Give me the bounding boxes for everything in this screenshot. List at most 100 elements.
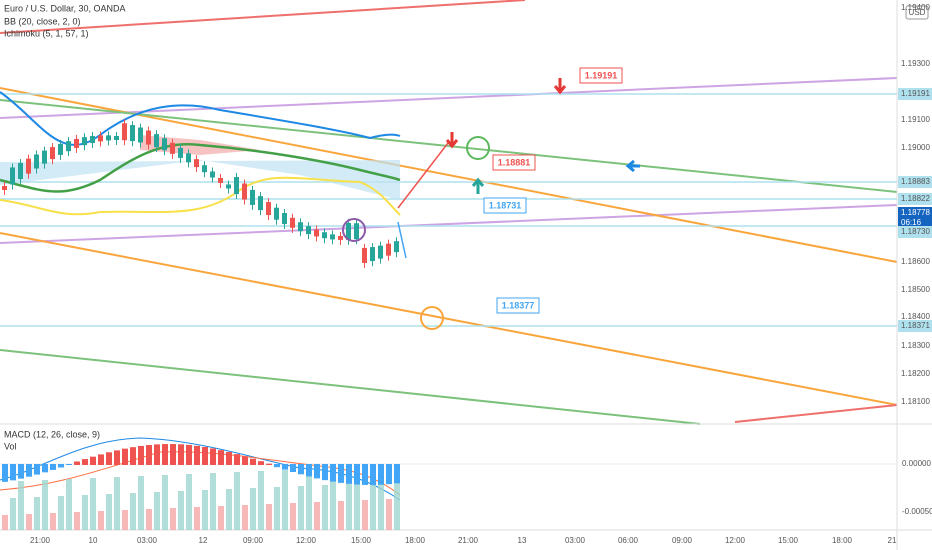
volume-bar: [298, 486, 304, 530]
macd-axis-label: 0.00000: [902, 459, 931, 468]
volume-bar: [2, 515, 8, 530]
volume-bar: [170, 508, 176, 530]
macd-bar: [66, 464, 72, 465]
volume-bar: [146, 509, 152, 530]
volume-bar: [202, 490, 208, 530]
currency-box[interactable]: [905, 5, 929, 20]
macd-bar: [338, 464, 344, 483]
macd-bar: [354, 464, 360, 485]
macd-axis-label: -0.00050: [902, 507, 932, 516]
macd-bar: [114, 450, 120, 465]
macd-bar: [130, 447, 136, 465]
volume-bar: [290, 503, 296, 530]
volume-bar: [114, 477, 120, 530]
symbol-title: Euro / U.S. Dollar, 30, OANDA: [4, 3, 126, 13]
candle: [194, 159, 199, 168]
indicator-legend: BB (20, close, 2, 0): [4, 16, 81, 26]
macd-bar: [194, 445, 200, 465]
candle: [266, 202, 271, 216]
price-tag: 1.18377: [502, 300, 535, 310]
price-axis-label: 1.18822: [901, 194, 930, 203]
volume-bar: [234, 472, 240, 530]
candle: [242, 183, 247, 200]
volume-bar: [394, 482, 400, 530]
volume-bar: [330, 468, 336, 530]
price-axis-label: 1.18400: [901, 312, 930, 321]
candle: [282, 212, 287, 224]
candle: [378, 245, 383, 259]
candle: [290, 217, 295, 228]
time-axis-label: 21:00: [30, 536, 51, 545]
volume-bar: [10, 498, 16, 530]
volume-bar: [186, 474, 192, 530]
macd-bar: [218, 450, 224, 465]
price-tag: 1.18731: [489, 200, 522, 210]
macd-bar: [146, 445, 152, 465]
macd-bar: [34, 464, 40, 475]
macd-bar: [386, 464, 392, 485]
currency[interactable]: USD: [909, 8, 926, 17]
volume-bar: [282, 470, 288, 530]
time-axis-label: 12: [199, 536, 208, 545]
volume-bar: [194, 507, 200, 530]
macd-bar: [82, 459, 88, 465]
volume-bar: [130, 493, 136, 530]
price-axis-label: 1.19300: [901, 59, 930, 68]
volume-bar: [90, 478, 96, 530]
macd-bar: [162, 444, 168, 465]
candles: [2, 119, 399, 268]
macd-bar: [26, 464, 32, 477]
candle: [202, 165, 207, 173]
candle: [338, 235, 343, 240]
macd-bar: [282, 464, 288, 470]
macd-bar: [74, 461, 80, 465]
macd-bar: [378, 464, 384, 485]
macd-bar: [250, 458, 256, 465]
price-axis-label: 1.18730: [901, 227, 930, 236]
icons: [342, 78, 640, 330]
macd-bar: [362, 464, 368, 485]
price-axis-label: 1.18600: [901, 257, 930, 266]
volume-bar: [58, 496, 64, 530]
macd-bar: [394, 464, 400, 484]
price-axis-label: 1.18100: [901, 397, 930, 406]
volume-bar: [218, 506, 224, 530]
macd-bar: [50, 464, 56, 470]
price-axis-label: 1.18778: [901, 208, 930, 217]
tag-box: [496, 297, 540, 314]
macd-bar: [42, 464, 48, 473]
macd-bar: [186, 444, 192, 465]
macd-bar: [98, 454, 104, 465]
candle: [58, 143, 63, 155]
volume-bar: [386, 499, 392, 530]
macd-bar: [258, 461, 264, 465]
macd-bar: [370, 464, 376, 485]
volume-bar: [154, 492, 160, 530]
candle: [394, 241, 399, 253]
macd-bar: [106, 452, 112, 465]
price-highlight: [898, 207, 932, 219]
volume-bar: [306, 469, 312, 530]
candle: [10, 167, 15, 185]
volume-bar: [250, 488, 256, 530]
macd-bar: [330, 464, 336, 482]
macd-bar: [274, 464, 280, 468]
volume-bar: [322, 485, 328, 530]
candle: [314, 229, 319, 237]
macd-bar: [90, 456, 96, 465]
candle: [330, 234, 335, 240]
macd-bar: [298, 464, 304, 475]
macd-bar: [234, 454, 240, 465]
indicator-legend: Ichimoku (5, 1, 57, 1): [4, 28, 89, 38]
volume-bar: [162, 475, 168, 530]
candle: [346, 222, 351, 240]
price-axis-label: 1.18200: [901, 369, 930, 378]
macd-bar: [242, 456, 248, 465]
candle: [130, 125, 135, 142]
tag-box: [492, 154, 536, 171]
volume-bar: [50, 513, 56, 530]
price-highlight: [898, 226, 932, 238]
volume-bar: [82, 495, 88, 530]
volume-bar: [42, 480, 48, 530]
price-tag: 1.18881: [498, 157, 531, 167]
